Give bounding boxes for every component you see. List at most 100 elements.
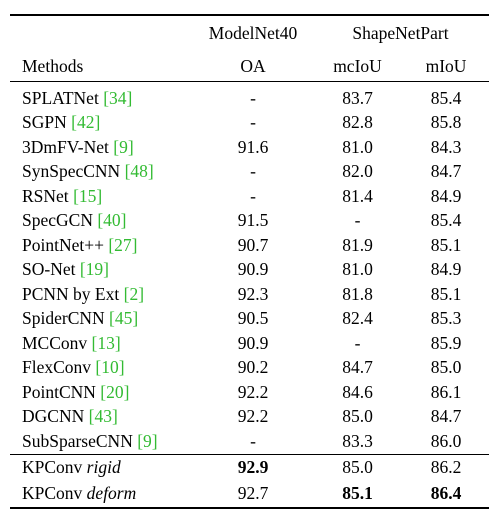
method-name: SO-Net [22,259,80,279]
mciou-value: 81.4 [342,185,373,206]
method-name: MCConv [22,332,92,353]
citation-ref: 48 [130,161,148,181]
mciou-value: - [354,210,361,230]
citation-close-bracket: ] [131,234,138,255]
results-table: ModelNet40 ShapeNetPart Methods OA mcIoU… [10,14,490,509]
method-name: SpecGCN [22,210,98,230]
citation-ref: 42 [76,112,95,132]
miou-value: 84.9 [430,185,462,206]
header-methods: Methods [22,55,84,76]
oa-value: 90.9 [237,332,269,353]
oa-value: - [250,185,256,206]
citation-ref: 20 [106,381,124,402]
citation-ref: 40 [103,210,121,230]
oa-value: 92.3 [237,283,269,304]
mciou-value: 81.9 [342,234,373,255]
kpconv-prefix: KPConv [22,482,87,503]
citation-close-bracket: ] [120,210,127,230]
oa-value: - [250,430,256,451]
method-name-cell: PointCNN [20] [10,380,194,405]
method-name: RSNet [22,185,74,206]
table-row: FlexConv [10] 90.2 84.7 85.0 [10,356,489,381]
header-oa: OA [240,55,266,76]
kpconv-name-cell: KPConv rigid [10,453,194,481]
citation-close-bracket: ] [123,381,130,402]
method-name: PointCNN [22,381,101,402]
miou-value: 84.3 [430,136,462,157]
miou-value: 84.9 [430,259,462,279]
kpconv-row: KPConv rigid 92.9 85.0 86.2 [10,453,490,481]
mciou-value: - [354,332,361,353]
header-miou: mIoU [425,55,467,76]
miou-value: 86.4 [403,480,490,509]
method-name: FlexConv [22,357,96,377]
citation-ref: 34 [109,87,127,108]
miou-value: 85.1 [430,234,462,255]
citation-ref: 43 [94,406,112,426]
citation-open-bracket: [ [95,357,102,377]
citation-ref: 27 [114,234,132,255]
citation-close-bracket: ] [147,161,154,181]
group-modelnet40: ModelNet40 [194,14,312,52]
mciou-value: 82.0 [342,161,373,181]
table-row: SpiderCNN [45] 90.5 82.4 85.3 [10,307,489,332]
table-row: PointNet++ [27] 90.7 81.9 85.1 [10,233,489,258]
table-row: SGPN [42] - 82.8 85.8 [10,111,489,136]
method-name-cell: FlexConv [10] [10,356,194,381]
citation-open-bracket: [ [73,185,79,206]
table-row: MCConv [13] 90.9 - 85.9 [10,331,489,356]
header-mciou: mcIoU [333,55,382,76]
method-name: SubSparseCNN [22,430,138,451]
mciou-value: 85.0 [312,453,403,481]
citation-ref: 2 [129,283,139,304]
method-name-cell: SGPN [42] [10,111,194,136]
citation-close-bracket: ] [96,185,103,206]
citation-ref: 15 [78,185,97,206]
method-name-cell: SpecGCN [40] [10,209,194,234]
oa-value: 92.2 [237,406,269,426]
miou-value: 86.1 [430,381,462,402]
oa-value: 90.2 [237,357,269,377]
miou-value: 85.9 [430,332,462,353]
miou-value: 84.7 [430,406,462,426]
citation-close-bracket: ] [151,430,158,451]
citation-open-bracket: [ [109,308,115,328]
column-header-row: Methods OA mcIoU mIoU [10,52,489,82]
group-shapenetpart: ShapeNetPart [312,14,490,52]
oa-value: - [194,81,312,111]
method-rows: SPLATNet [34] -83.7 85.4 SGPN [42] -82.8 85.8… [10,81,490,455]
table-row: SO-Net [19] 90.9 81.0 84.9 [10,258,489,283]
citation-ref: 13 [97,332,115,353]
miou-value: 86.2 [403,453,490,481]
citation-open-bracket: [ [137,430,144,451]
mciou-value: 81.8 [342,283,373,304]
miou-value: 85.4 [403,81,490,111]
oa-value: 91.5 [237,210,269,230]
method-name-cell: SpiderCNN [45] [10,307,194,332]
mciou-value: 85.0 [342,406,373,426]
table-row: SpecGCN [40] 91.5 - 85.4 [10,209,489,234]
oa-value: 91.6 [237,136,269,157]
citation-ref: 45 [114,308,133,328]
method-name: SPLATNet [22,87,104,108]
table-row: 3DmFV-Net [9] 91.6 81.0 84.3 [10,135,489,160]
citation-open-bracket: [ [97,210,104,230]
kpconv-name-cell: KPConv deform [10,480,194,509]
citation-close-bracket: ] [132,308,139,328]
method-name-cell: SO-Net [19] [10,258,194,283]
table-row: SPLATNet [34] -83.7 85.4 [10,81,490,111]
citation-ref: 9 [143,430,152,451]
miou-value: 85.4 [430,210,462,230]
method-name-cell: SPLATNet [34] [10,81,194,111]
kpconv-row: KPConv deform 92.7 85.1 86.4 [10,480,490,509]
method-name-cell: MCConv [13] [10,331,194,356]
mciou-value: 85.1 [312,480,403,509]
citation-ref: 9 [119,136,128,157]
empty-header-cell [10,14,194,52]
kpconv-variant: deform [86,482,137,503]
oa-value: 92.2 [237,381,269,402]
citation-close-bracket: ] [127,136,134,157]
citation-close-bracket: ] [103,259,109,279]
table-row: PCNN by Ext [2] 92.3 81.8 85.1 [10,282,489,307]
mciou-value: 84.7 [342,357,373,377]
